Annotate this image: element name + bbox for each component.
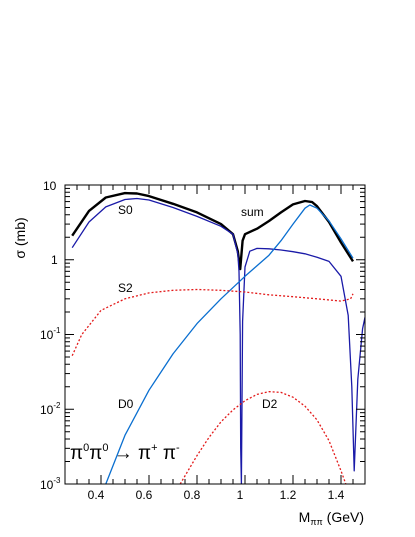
- x-tick-label: 0.6: [136, 488, 153, 502]
- y-tick-label: 10-3: [40, 476, 61, 492]
- curve-labels: S0 S2 D0 D2 sum: [118, 203, 278, 411]
- x-tick-label: 0.4: [88, 488, 105, 502]
- y-tick-label: 10-2: [40, 401, 61, 417]
- series-s2-line: [71, 288, 354, 356]
- y-axis-title: σ (mb): [12, 217, 28, 258]
- y-tick-label: 10: [43, 179, 57, 193]
- label-s2: S2: [118, 281, 133, 295]
- x-tick-label: 0.8: [184, 488, 201, 502]
- label-d2: D2: [262, 397, 278, 411]
- series-d0-line: [105, 204, 354, 484]
- y-tick-label: 10-1: [40, 326, 61, 342]
- y-tick-label: 1: [51, 253, 58, 267]
- series-s0-line: [71, 197, 365, 484]
- series-sum-line: [71, 191, 355, 271]
- plot-frame: [64, 184, 366, 485]
- x-tick-label: 1.4: [328, 488, 345, 502]
- label-d0: D0: [118, 397, 134, 411]
- reaction-label: π0π0 → π+ π-: [70, 442, 180, 464]
- label-s0: S0: [118, 203, 133, 217]
- y-tick-labels: 10-3 10-2 10-1 1 10: [40, 179, 61, 492]
- axis-ticks: [64, 184, 366, 485]
- x-axis-title: Mππ (GeV): [299, 509, 364, 527]
- x-tick-label: 1: [237, 488, 244, 502]
- series-group: [71, 191, 365, 484]
- series-d2-line: [179, 390, 347, 484]
- x-tick-labels: 0.4 0.6 0.8 1 1.2 1.4: [88, 488, 345, 502]
- label-sum: sum: [241, 205, 264, 219]
- x-tick-label: 1.2: [280, 488, 297, 502]
